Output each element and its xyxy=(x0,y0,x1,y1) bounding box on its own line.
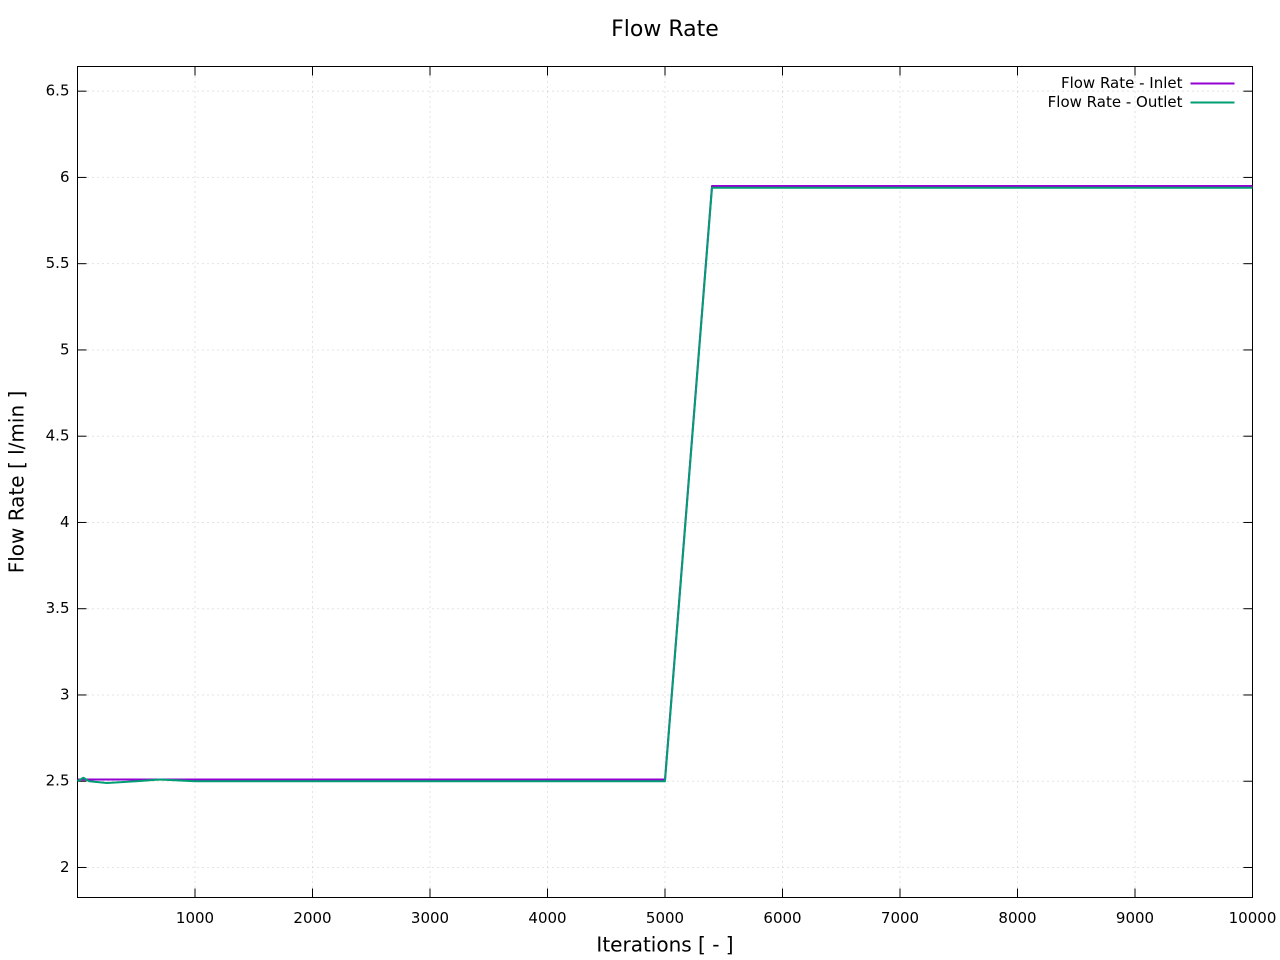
y-tick-label: 3.5 xyxy=(46,599,70,617)
x-tick-label: 10000 xyxy=(1229,909,1277,927)
x-tick-label: 7000 xyxy=(881,909,919,927)
y-tick-label: 2.5 xyxy=(46,772,70,790)
y-tick-label: 6 xyxy=(60,168,70,186)
x-tick-label: 5000 xyxy=(646,909,684,927)
y-tick-label: 2 xyxy=(60,858,70,876)
x-tick-label: 9000 xyxy=(1116,909,1154,927)
legend-label: Flow Rate - Outlet xyxy=(1048,93,1183,111)
plot-border xyxy=(77,66,1253,898)
x-tick-label: 2000 xyxy=(293,909,331,927)
y-tick-label: 4 xyxy=(60,513,70,531)
y-tick-label: 3 xyxy=(60,685,70,703)
y-tick-label: 4.5 xyxy=(46,427,70,445)
series-line xyxy=(76,186,1253,784)
x-tick-label: 3000 xyxy=(411,909,449,927)
legend-label: Flow Rate - Inlet xyxy=(1061,74,1183,92)
x-tick-label: 8000 xyxy=(998,909,1036,927)
x-tick-label: 1000 xyxy=(176,909,214,927)
x-tick-label: 4000 xyxy=(528,909,566,927)
x-tick-label: 6000 xyxy=(763,909,801,927)
y-axis-label: Flow Rate [ l/min ] xyxy=(5,391,29,574)
x-axis-label: Iterations [ - ] xyxy=(596,933,733,957)
chart-title: Flow Rate xyxy=(611,17,719,42)
y-tick-label: 6.5 xyxy=(46,82,70,100)
y-tick-label: 5 xyxy=(60,340,70,358)
series-line xyxy=(77,185,1253,781)
y-tick-label: 5.5 xyxy=(46,254,70,272)
